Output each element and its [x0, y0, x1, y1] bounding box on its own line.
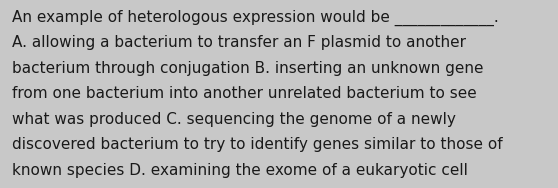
Text: bacterium through conjugation B. inserting an unknown gene: bacterium through conjugation B. inserti…: [12, 61, 483, 76]
Text: An example of heterologous expression would be _____________.: An example of heterologous expression wo…: [12, 10, 499, 26]
Text: what was produced C. sequencing the genome of a newly: what was produced C. sequencing the geno…: [12, 112, 456, 127]
Text: from one bacterium into another unrelated bacterium to see: from one bacterium into another unrelate…: [12, 86, 477, 102]
Text: A. allowing a bacterium to transfer an F plasmid to another: A. allowing a bacterium to transfer an F…: [12, 36, 466, 51]
Text: discovered bacterium to try to identify genes similar to those of: discovered bacterium to try to identify …: [12, 137, 503, 152]
Text: known species D. examining the exome of a eukaryotic cell: known species D. examining the exome of …: [12, 163, 468, 178]
